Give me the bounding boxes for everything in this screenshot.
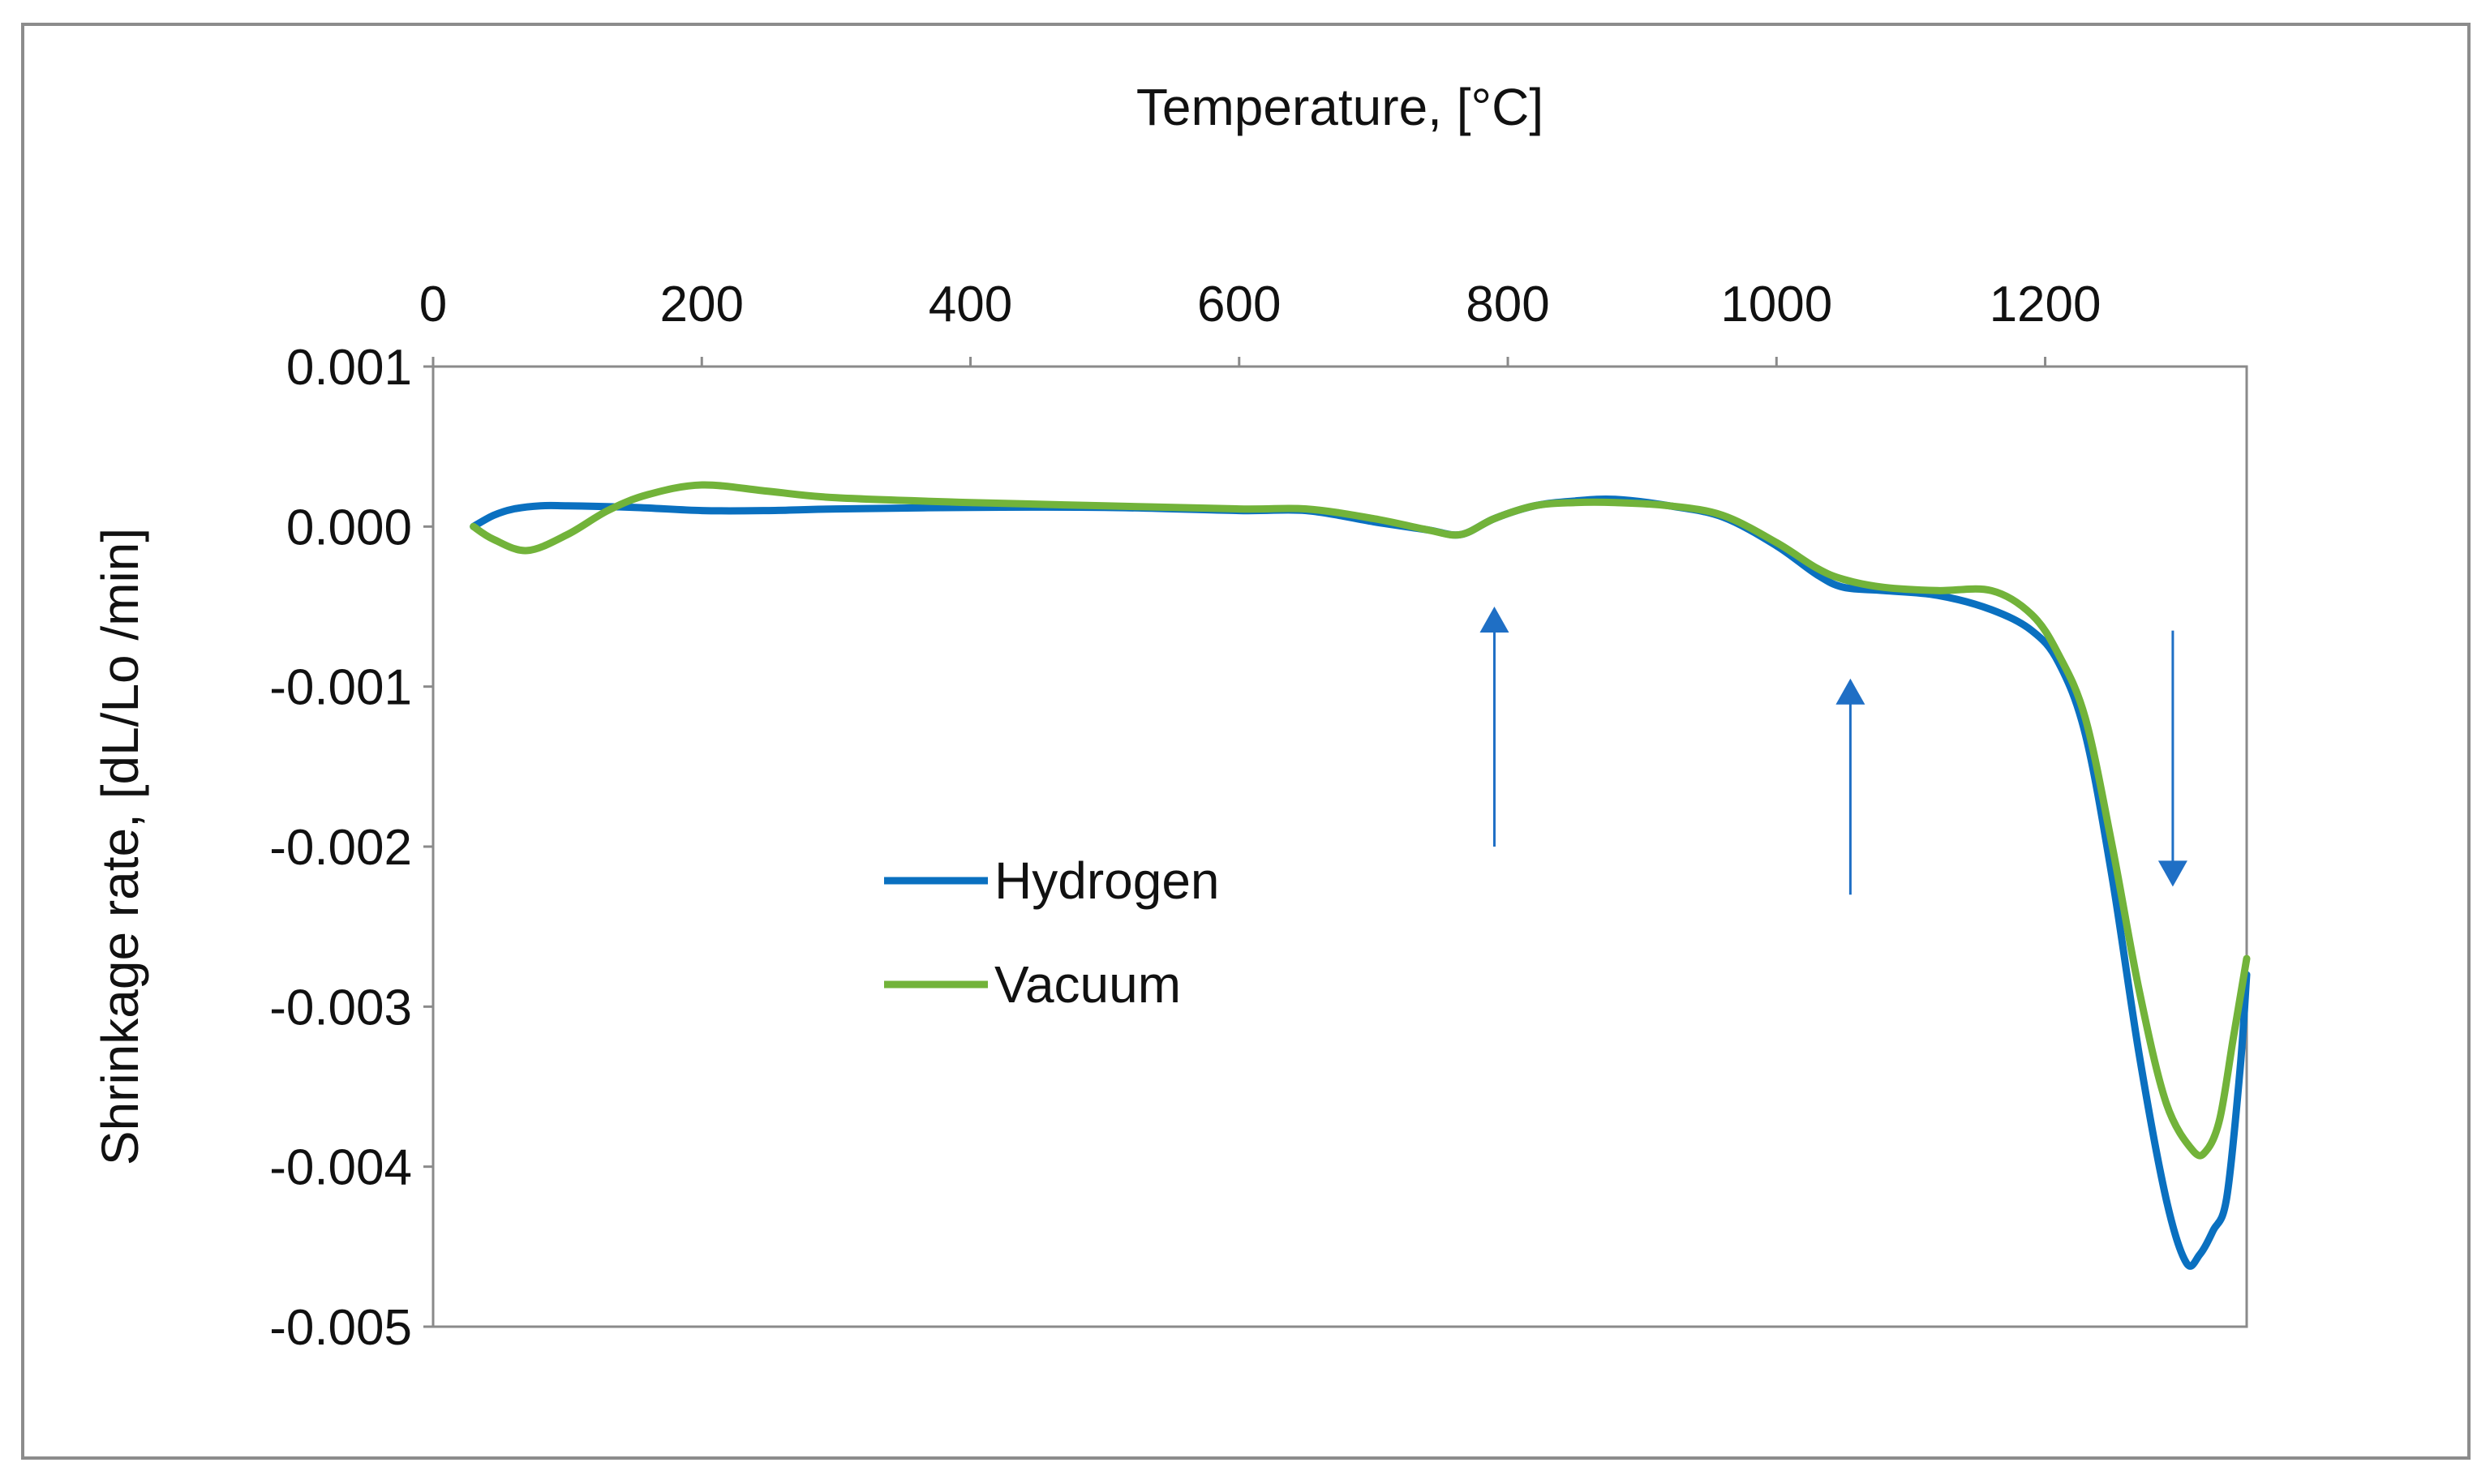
y-axis-title: Shrinkage rate, [dL/Lo /min] xyxy=(91,528,149,1165)
series-line-hydrogen xyxy=(470,495,2251,1270)
y-tick-label: -0.002 xyxy=(269,820,412,876)
y-tick-label: -0.001 xyxy=(269,660,412,716)
x-tick-labels: 0 200 400 600 800 1000 1200 xyxy=(419,277,2101,332)
axes xyxy=(423,357,2248,1328)
series-lines xyxy=(470,481,2251,1270)
annotation-arrows xyxy=(1479,607,2187,895)
x-tick-label: 800 xyxy=(1466,277,1549,332)
x-tick-label: 1000 xyxy=(1720,277,1832,332)
y-tick-label: -0.005 xyxy=(269,1300,412,1356)
y-tick-label: -0.004 xyxy=(269,1140,412,1196)
x-tick-label: 1200 xyxy=(1990,277,2101,332)
legend: Hydrogen Vacuum xyxy=(884,851,1220,1014)
x-tick-label: 200 xyxy=(660,277,744,332)
x-tick-label: 0 xyxy=(419,277,447,332)
y-tick-labels: 0.001 0.000 -0.001 -0.002 -0.003 -0.004 -0.005 xyxy=(269,340,412,1356)
x-tick-label: 600 xyxy=(1197,277,1281,332)
x-tick-label: 400 xyxy=(929,277,1012,332)
legend-label-vacuum: Vacuum xyxy=(994,955,1181,1014)
legend-label-hydrogen: Hydrogen xyxy=(994,851,1220,910)
series-line-vacuum xyxy=(470,481,2251,1160)
chart-frame: Temperature, [°C] Shrinkage rate, [dL/Lo… xyxy=(21,23,2471,1460)
y-tick-label: 0.001 xyxy=(286,340,412,396)
annotation-arrow-head xyxy=(1479,607,1509,633)
y-tick-label: 0.000 xyxy=(286,500,412,555)
annotation-arrow-head xyxy=(1835,678,1865,705)
x-axis-title: Temperature, [°C] xyxy=(1136,78,1543,136)
y-tick-label: -0.003 xyxy=(269,980,412,1036)
annotation-arrow-head xyxy=(2157,860,2187,887)
chart-svg: Temperature, [°C] Shrinkage rate, [dL/Lo… xyxy=(91,78,2251,1356)
